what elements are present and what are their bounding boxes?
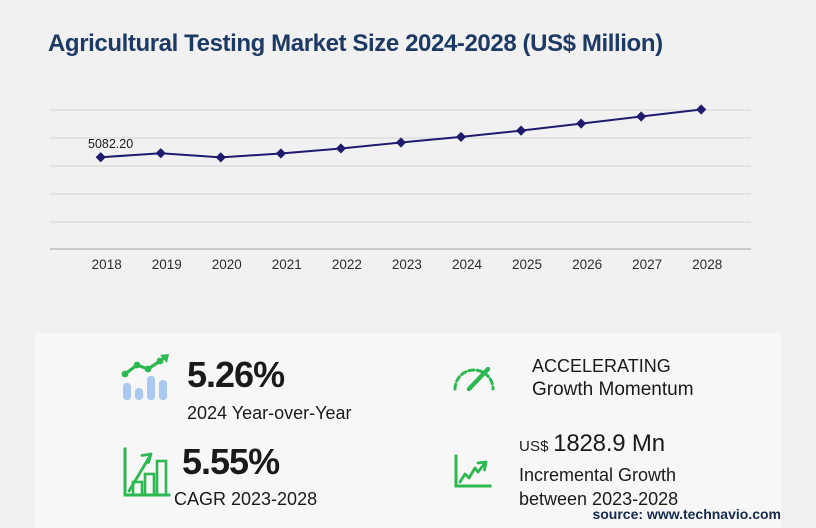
x-axis-label: 2028 [692, 257, 722, 272]
momentum-line2: Growth Momentum [532, 379, 694, 401]
stats-panel: 5.26% 2024 Year-over-Year ACCELERATING G… [35, 333, 781, 528]
yoy-label: 2024 Year-over-Year [187, 403, 352, 423]
x-axis-label: 2023 [392, 257, 422, 272]
x-axis-label: 2020 [212, 257, 242, 272]
data-point-marker [576, 118, 587, 129]
data-point-marker [636, 111, 647, 122]
series-line [100, 108, 702, 159]
x-axis-label: 2026 [572, 257, 602, 272]
bar-chart-trend-icon [121, 354, 169, 400]
stat-growth-momentum: ACCELERATING Growth Momentum [449, 350, 749, 420]
x-axis-label: 2027 [632, 257, 662, 272]
data-point-marker [215, 152, 226, 163]
page-title: Agricultural Testing Market Size 2024-20… [48, 30, 663, 58]
data-point-marker [155, 148, 166, 159]
stat-incremental-growth: US$ 1828.9 Mn Incremental Growth between… [452, 429, 772, 519]
cagr-label: CAGR 2023-2028 [174, 489, 318, 509]
incremental-label-line2: between 2023-2028 [519, 488, 679, 509]
x-axis-label: 2019 [152, 257, 182, 272]
incremental-amount: 1828.9 Mn [553, 430, 665, 457]
stat-cagr: 5.55% CAGR 2023-2028 [120, 443, 450, 518]
first-point-data-label: 5082.20 [88, 137, 133, 151]
cagr-value: 5.55% [182, 441, 280, 482]
data-point-marker [275, 148, 286, 159]
data-point-marker [95, 152, 106, 163]
source-credit: source: www.technavio.com [592, 506, 781, 522]
bar-growth-icon [123, 447, 171, 497]
x-axis-label: 2024 [452, 257, 483, 272]
data-point-marker [455, 131, 467, 143]
x-axis-label: 2022 [332, 257, 362, 272]
line-growth-icon [454, 454, 492, 488]
stat-yoy-growth: 5.26% 2024 Year-over-Year [118, 353, 448, 423]
data-point-marker [335, 143, 346, 154]
x-axis-label: 2018 [92, 257, 122, 272]
incremental-currency: US$ [519, 438, 549, 455]
data-point-marker [696, 104, 707, 115]
yoy-value: 5.26% [187, 354, 285, 395]
market-size-line-chart: 2018 2019 2020 2021 2022 2023 2024 2025 2026 2027… [50, 104, 751, 272]
momentum-line1: ACCELERATING [532, 356, 671, 376]
incremental-value: US$ 1828.9 Mn [519, 432, 678, 456]
data-point-marker [515, 125, 527, 136]
gauge-icon [453, 366, 495, 392]
x-axis-label: 2025 [512, 257, 542, 272]
data-point-marker [395, 137, 407, 148]
incremental-label-line1: Incremental Growth [519, 465, 677, 485]
x-axis-label: 2021 [272, 257, 302, 272]
